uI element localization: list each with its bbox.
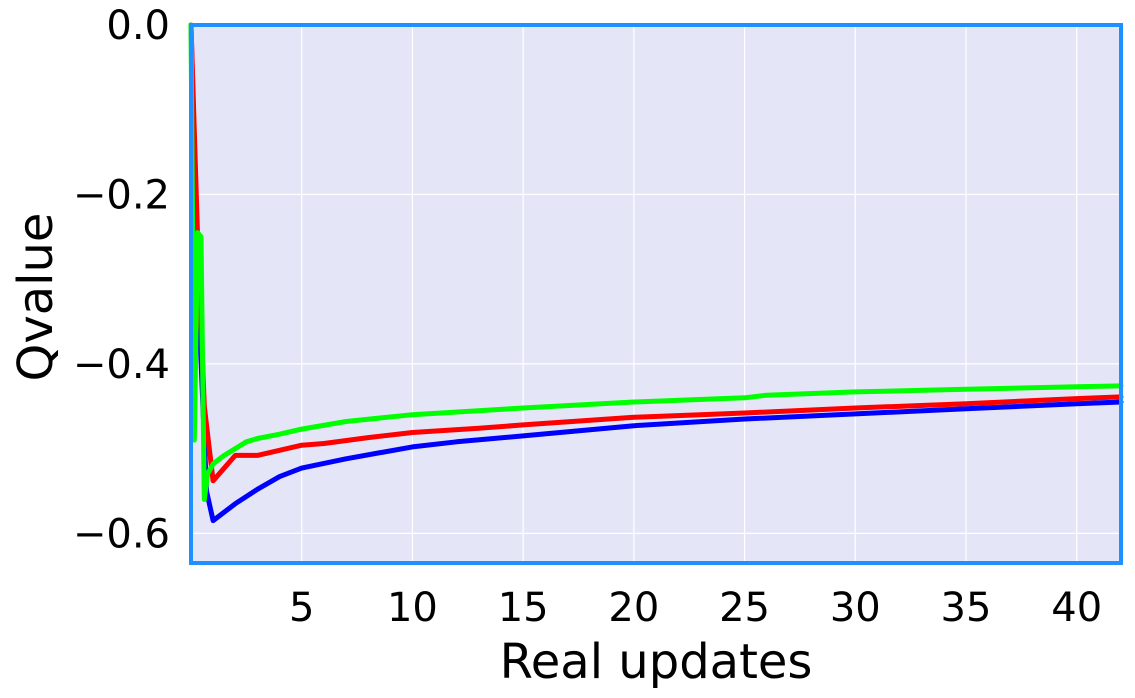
y-tick-label-0: 0.0 <box>106 3 170 49</box>
plot-background <box>191 25 1121 563</box>
x-tick-label-1: 10 <box>387 585 438 631</box>
x-tick-label-4: 25 <box>719 585 770 631</box>
y-tick-label-2: −0.4 <box>73 342 170 388</box>
x-axis-label: Real updates <box>500 634 813 690</box>
x-tick-label-6: 35 <box>941 585 992 631</box>
x-tick-label-7: 40 <box>1051 585 1102 631</box>
y-axis-label: Qvalue <box>8 213 64 382</box>
y-tick-label-1: −0.2 <box>73 172 170 218</box>
series-line-0 <box>188 22 1124 524</box>
x-axis-ticks: 5 10 15 20 25 30 35 40 <box>289 585 1102 631</box>
series-line-1 <box>188 22 1124 484</box>
x-tick-label-2: 15 <box>498 585 549 631</box>
x-tick-label-3: 20 <box>608 585 659 631</box>
x-tick-label-0: 5 <box>289 585 314 631</box>
y-tick-label-3: −0.6 <box>73 511 170 557</box>
series-line-2 <box>188 22 1124 502</box>
x-tick-label-5: 30 <box>830 585 881 631</box>
plot-frame <box>189 23 1123 565</box>
series-lines <box>188 22 1124 524</box>
y-axis-ticks: 0.0 −0.2 −0.4 −0.6 <box>73 3 170 557</box>
